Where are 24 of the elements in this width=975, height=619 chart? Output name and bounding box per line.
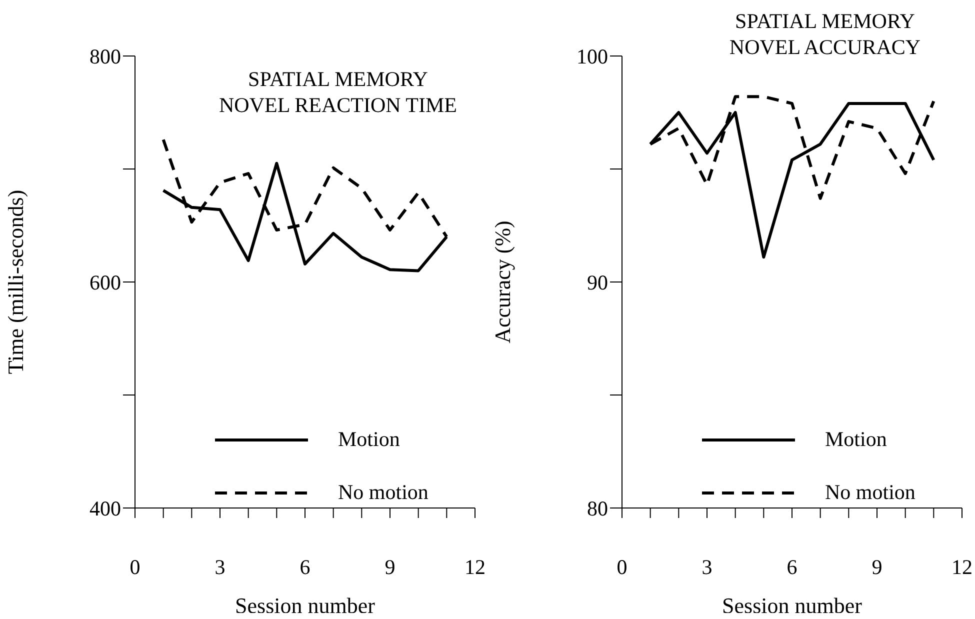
x-tick-label: 3 bbox=[702, 554, 712, 579]
y-tick-label: 600 bbox=[90, 270, 121, 294]
x-tick-label: 12 bbox=[952, 554, 972, 579]
chart-title: SPATIAL MEMORY NOVEL ACCURACY bbox=[728, 8, 922, 60]
y-tick-label: 400 bbox=[90, 496, 121, 520]
x-tick-label: 12 bbox=[464, 554, 486, 579]
y-tick-label: 80 bbox=[587, 496, 608, 520]
x-tick-label: 9 bbox=[384, 554, 396, 579]
y-tick-label: 800 bbox=[90, 44, 121, 68]
x-tick-label: 6 bbox=[786, 554, 798, 579]
x-axis-title: Session number bbox=[722, 593, 863, 618]
x-axis-title: Session number bbox=[235, 593, 376, 618]
legend-label: Motion bbox=[338, 427, 400, 452]
x-tick-label: 3 bbox=[214, 554, 226, 579]
x-tick-label: 0 bbox=[130, 554, 140, 579]
y-tick-label: 100 bbox=[576, 44, 608, 68]
x-tick-label: 9 bbox=[872, 554, 882, 579]
text: SPATIAL MEMORY NOVEL REACTION TIME bbox=[218, 66, 458, 118]
legend-label: No motion bbox=[338, 480, 428, 505]
legend-label: Motion bbox=[825, 427, 887, 452]
x-tick-label: 6 bbox=[300, 554, 310, 579]
x-tick-label: 0 bbox=[616, 554, 628, 579]
y-tick-label: 90 bbox=[587, 270, 608, 294]
legend-label: No motion bbox=[825, 480, 916, 505]
